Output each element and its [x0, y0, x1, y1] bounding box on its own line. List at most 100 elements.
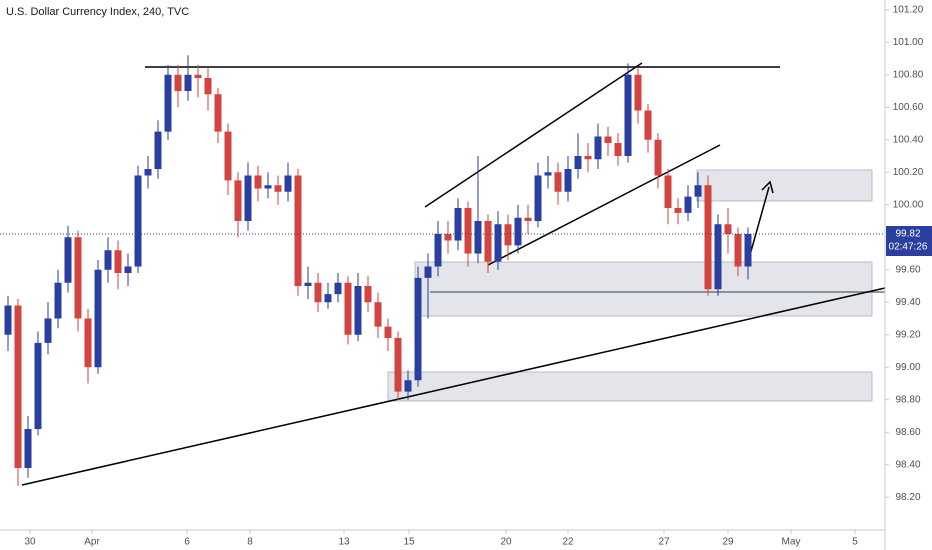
y-tick-label: 98.80: [895, 394, 920, 405]
candle-body: [634, 74, 642, 111]
candle-body: [224, 131, 232, 181]
candle-body: [424, 266, 432, 278]
zone: [414, 261, 873, 317]
candle-body: [564, 169, 572, 192]
y-tick-label: 98.20: [895, 492, 920, 503]
candle-body: [374, 302, 382, 327]
x-tick-label: 27: [658, 537, 670, 548]
candle-body: [594, 136, 602, 160]
candle-body: [494, 224, 502, 262]
candle-body: [174, 74, 182, 91]
candle-body: [694, 185, 702, 197]
y-tick-label: 101.00: [893, 37, 924, 48]
y-tick-label: 99.00: [895, 362, 920, 373]
candle-body: [104, 250, 112, 270]
x-tick-label: 5: [852, 537, 858, 548]
y-tick-label: 99.60: [895, 264, 920, 275]
candle-body: [134, 175, 142, 267]
last-price-label: 99.82: [895, 229, 920, 240]
candle-body: [54, 282, 62, 319]
x-tick-label: 20: [500, 537, 512, 548]
candle-body: [394, 338, 402, 392]
y-tick-label: 100.00: [893, 199, 924, 210]
candle-body: [114, 250, 122, 273]
candle-body: [4, 305, 12, 335]
candle-body: [544, 172, 552, 176]
price-tag: [886, 226, 932, 256]
candle-body: [204, 78, 212, 95]
candle-body: [274, 185, 282, 192]
candle-body: [14, 305, 22, 468]
countdown-label: 02:47:26: [889, 242, 928, 253]
y-tick-label: 98.40: [895, 459, 920, 470]
y-tick-label: 100.80: [893, 69, 924, 80]
candle-body: [214, 94, 222, 132]
candle-body: [404, 380, 412, 392]
y-tick-label: 101.20: [893, 4, 924, 15]
candle-body: [444, 234, 452, 241]
candle-body: [264, 185, 272, 189]
candle-body: [144, 169, 152, 176]
candle-body: [334, 282, 342, 295]
channel-line: [487, 144, 721, 266]
x-tick-label: 6: [184, 537, 190, 548]
candle-body: [474, 221, 482, 254]
x-tick-label: Apr: [84, 537, 100, 548]
candle-body: [574, 156, 582, 169]
candle-body: [554, 172, 562, 192]
zone: [696, 169, 873, 202]
candle-body: [724, 224, 732, 234]
y-tick-label: 98.60: [895, 427, 920, 438]
candle-body: [534, 175, 542, 221]
candle-body: [484, 221, 492, 262]
candle-body: [514, 217, 522, 246]
candle-body: [124, 266, 132, 273]
candle-body: [674, 208, 682, 213]
axes: 98.20 98.40 98.60 98.80 99.00 99.20 99.40 99.60…: [24, 4, 923, 547]
y-tick-label: 100.40: [893, 134, 924, 145]
zone: [387, 371, 873, 402]
candle-body: [94, 269, 102, 368]
candle-body: [84, 318, 92, 368]
candle-body: [164, 74, 172, 132]
x-tick-label: 30: [24, 537, 36, 548]
candle-body: [684, 196, 692, 213]
candle-body: [314, 282, 322, 303]
candle-body: [304, 282, 312, 286]
x-tick-label: May: [782, 537, 801, 548]
candle-body: [324, 294, 332, 303]
candle-body: [604, 136, 612, 143]
candle-body: [154, 131, 162, 169]
candle-body: [644, 110, 652, 140]
y-tick-label: 99.20: [895, 329, 920, 340]
candle-body: [254, 175, 262, 189]
y-tick-label: 100.60: [893, 102, 924, 113]
x-tick-label: 15: [403, 537, 415, 548]
x-tick-label: 8: [247, 537, 253, 548]
candle-body: [524, 217, 532, 221]
candle-body: [184, 74, 192, 91]
candle-body: [34, 342, 42, 429]
candle-body: [244, 175, 252, 221]
x-tick-label: 29: [722, 537, 734, 548]
candle-body: [414, 277, 422, 381]
candle-body: [504, 224, 512, 246]
candle-body: [734, 234, 742, 267]
x-tick-label: 13: [338, 537, 350, 548]
candle-body: [624, 74, 632, 156]
candle-body: [194, 74, 202, 78]
candle-body: [704, 185, 712, 290]
arrow-head: [761, 180, 774, 194]
candles: [4, 55, 752, 486]
candle-body: [454, 208, 462, 241]
y-tick-label: 100.20: [893, 167, 924, 178]
channel-line: [424, 62, 643, 208]
candle-body: [234, 180, 242, 221]
candle-body: [294, 175, 302, 286]
candle-body: [434, 234, 442, 267]
candle-body: [344, 282, 352, 335]
candle-body: [44, 318, 52, 343]
candle-body: [654, 139, 662, 176]
drawings: [21, 62, 886, 486]
